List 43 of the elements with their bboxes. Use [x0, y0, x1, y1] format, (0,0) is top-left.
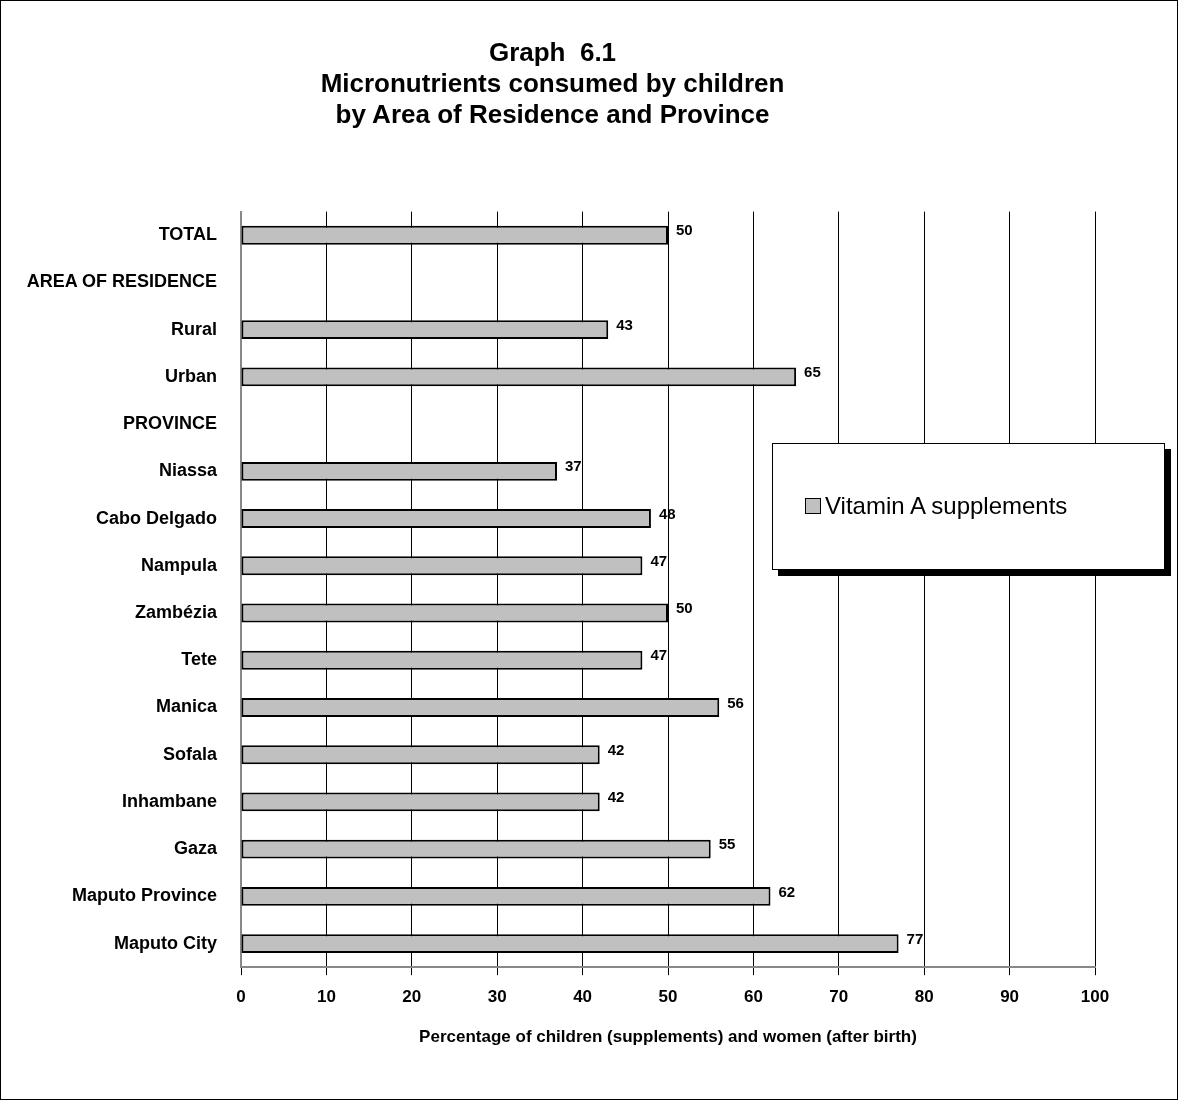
y-tick-label: Rural: [171, 318, 218, 339]
x-tick-label: 70: [829, 987, 849, 1007]
y-tick-label: Nampula: [140, 554, 218, 575]
y-tick-label: Inhambane: [121, 790, 218, 811]
y-tick-label: Tete: [181, 649, 218, 670]
x-tick-label: 50: [658, 987, 678, 1007]
y-tick-label: PROVINCE: [122, 413, 218, 434]
x-tick-label: 60: [743, 987, 763, 1007]
x-tick-label: 40: [573, 987, 593, 1007]
data-label: 65: [804, 363, 821, 381]
y-tick-label: Maputo City: [114, 932, 218, 953]
y-tick-label: Zambézia: [134, 601, 219, 622]
x-tick-label: 100: [1080, 987, 1110, 1007]
chart-title: Graph 6.1 Micronutrients consumed by children by Area of Residence and Province: [320, 36, 785, 130]
data-label: 42: [607, 740, 625, 758]
data-label: 43: [616, 315, 633, 333]
data-label: 62: [778, 882, 796, 900]
x-tick-label: 30: [487, 987, 507, 1007]
x-tick-label: 0: [236, 987, 246, 1007]
data-label: 47: [650, 646, 668, 664]
x-tick-label: 10: [316, 987, 336, 1007]
legend-label: Vitamin A supplements: [825, 492, 1068, 521]
y-tick-label: TOTAL: [158, 224, 218, 245]
y-tick-label: Sofala: [162, 743, 218, 764]
x-axis-title: Percentage of children (supplements) and women (after birth): [419, 1027, 917, 1047]
data-label: 55: [718, 835, 736, 853]
y-tick-label: Cabo Delgado: [96, 507, 218, 528]
data-label: 42: [607, 788, 625, 806]
data-label: 50: [676, 221, 693, 239]
y-tick-label: Maputo Province: [71, 885, 218, 906]
data-label: 37: [564, 457, 582, 475]
y-tick-label: Manica: [155, 696, 218, 717]
x-tick-label: 80: [914, 987, 934, 1007]
y-tick-label: AREA OF RESIDENCE: [26, 271, 218, 292]
y-tick-label: Urban: [165, 365, 218, 386]
data-label: 50: [676, 599, 693, 617]
y-tick-label: Gaza: [173, 838, 218, 859]
data-label: 47: [650, 551, 668, 569]
x-tick-label: 20: [402, 987, 422, 1007]
y-tick-label: Niassa: [158, 460, 219, 481]
data-label: 56: [727, 693, 744, 711]
x-tick-label: 90: [1000, 987, 1020, 1007]
data-label: 77: [906, 929, 924, 947]
